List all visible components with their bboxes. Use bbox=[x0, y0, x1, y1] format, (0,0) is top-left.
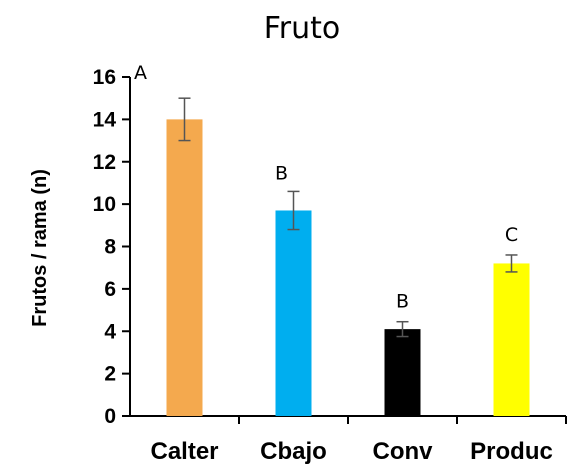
category-label: Conv bbox=[373, 438, 434, 465]
significance-label: B bbox=[275, 162, 288, 184]
category-label: Calter bbox=[150, 438, 218, 465]
y-tick-label: 10 bbox=[93, 193, 116, 216]
category-label: Produc bbox=[470, 438, 553, 465]
y-tick-label: 12 bbox=[93, 151, 116, 174]
error-bar bbox=[396, 320, 409, 338]
bar-cbajo bbox=[275, 210, 312, 416]
bar-conv bbox=[384, 329, 421, 416]
y-tick-label: 16 bbox=[93, 66, 116, 89]
bars bbox=[166, 119, 530, 416]
chart-title: Fruto bbox=[264, 11, 341, 46]
significance-label: B bbox=[396, 291, 409, 313]
y-tick-label: 2 bbox=[104, 363, 116, 386]
bar-calter bbox=[166, 119, 203, 416]
error-bar bbox=[178, 97, 191, 142]
category-labels: Calter Cbajo Conv Produc bbox=[150, 416, 567, 465]
y-tick-label: 0 bbox=[104, 405, 116, 428]
significance-labels: A B B C bbox=[134, 62, 518, 313]
significance-label: C bbox=[505, 224, 518, 246]
category-label: Cbajo bbox=[260, 438, 327, 465]
y-tick-label: 4 bbox=[104, 320, 116, 343]
error-bar bbox=[287, 190, 300, 231]
error-bars bbox=[178, 97, 518, 338]
y-axis-label: Frutos / rama (n) bbox=[29, 169, 51, 327]
y-tick-label: 6 bbox=[104, 278, 116, 301]
bar-produc bbox=[493, 263, 530, 416]
y-ticks: 0 2 4 6 8 10 12 14 16 bbox=[93, 66, 130, 428]
y-tick-label: 14 bbox=[93, 108, 117, 131]
error-bar bbox=[505, 254, 518, 273]
significance-label: A bbox=[134, 62, 147, 84]
y-tick-label: 8 bbox=[104, 236, 116, 259]
